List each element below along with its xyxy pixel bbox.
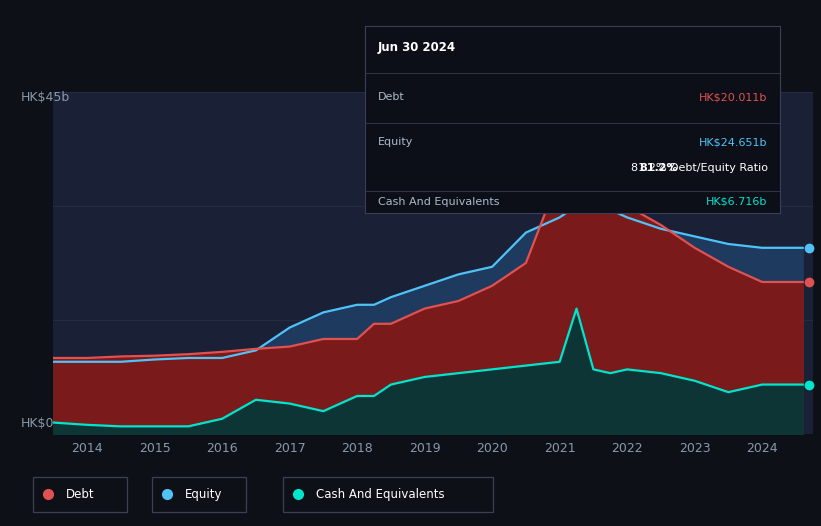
Text: Debt: Debt	[66, 488, 94, 501]
Text: Jun 30 2024: Jun 30 2024	[378, 41, 456, 54]
FancyBboxPatch shape	[283, 477, 493, 512]
Text: Cash And Equivalents: Cash And Equivalents	[316, 488, 445, 501]
FancyBboxPatch shape	[152, 477, 246, 512]
FancyBboxPatch shape	[33, 477, 127, 512]
Text: 81.2% Debt/Equity Ratio: 81.2% Debt/Equity Ratio	[631, 163, 768, 173]
Text: Equity: Equity	[378, 137, 413, 147]
Text: HK$45b: HK$45b	[21, 91, 70, 104]
Text: HK$24.651b: HK$24.651b	[699, 137, 768, 147]
Text: Cash And Equivalents: Cash And Equivalents	[378, 197, 499, 207]
Text: HK$6.716b: HK$6.716b	[706, 197, 768, 207]
Text: HK$20.011b: HK$20.011b	[699, 92, 768, 102]
Text: 81.2%: 81.2%	[640, 163, 678, 173]
Text: Equity: Equity	[185, 488, 222, 501]
Text: HK$0: HK$0	[21, 417, 54, 430]
Text: Debt: Debt	[378, 92, 405, 102]
